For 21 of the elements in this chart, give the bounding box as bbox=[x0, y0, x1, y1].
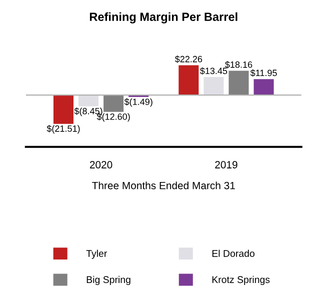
data-label: $11.95 bbox=[250, 69, 277, 77]
legend-label: El Dorado bbox=[212, 250, 254, 257]
bar bbox=[104, 95, 124, 112]
data-label: $(21.51) bbox=[46, 125, 80, 134]
data-label: $22.26 bbox=[174, 56, 202, 63]
legend-label: Big Spring bbox=[86, 276, 130, 285]
bar bbox=[228, 70, 249, 96]
legend-label: Tyler bbox=[86, 250, 107, 259]
bar bbox=[178, 65, 199, 96]
bar bbox=[53, 95, 74, 124]
bar bbox=[78, 95, 99, 106]
x-tick-label: 2019 bbox=[215, 161, 238, 168]
x-axis-title: Three Months Ended March 31 bbox=[92, 182, 235, 190]
legend-label: Krotz Springs bbox=[212, 276, 270, 285]
data-label: $(1.49) bbox=[124, 98, 152, 107]
bar bbox=[204, 77, 224, 96]
data-label: $13.45 bbox=[200, 67, 228, 75]
x-tick-label: 2020 bbox=[90, 161, 112, 168]
bar bbox=[254, 79, 274, 96]
chart-title: Refining Margin Per Barrel bbox=[90, 12, 238, 24]
data-label: $18.16 bbox=[225, 61, 252, 68]
